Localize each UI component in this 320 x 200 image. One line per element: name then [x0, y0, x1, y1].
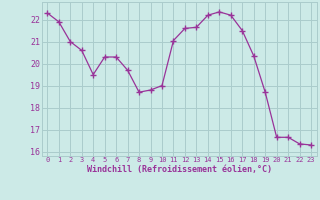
X-axis label: Windchill (Refroidissement éolien,°C): Windchill (Refroidissement éolien,°C) — [87, 165, 272, 174]
